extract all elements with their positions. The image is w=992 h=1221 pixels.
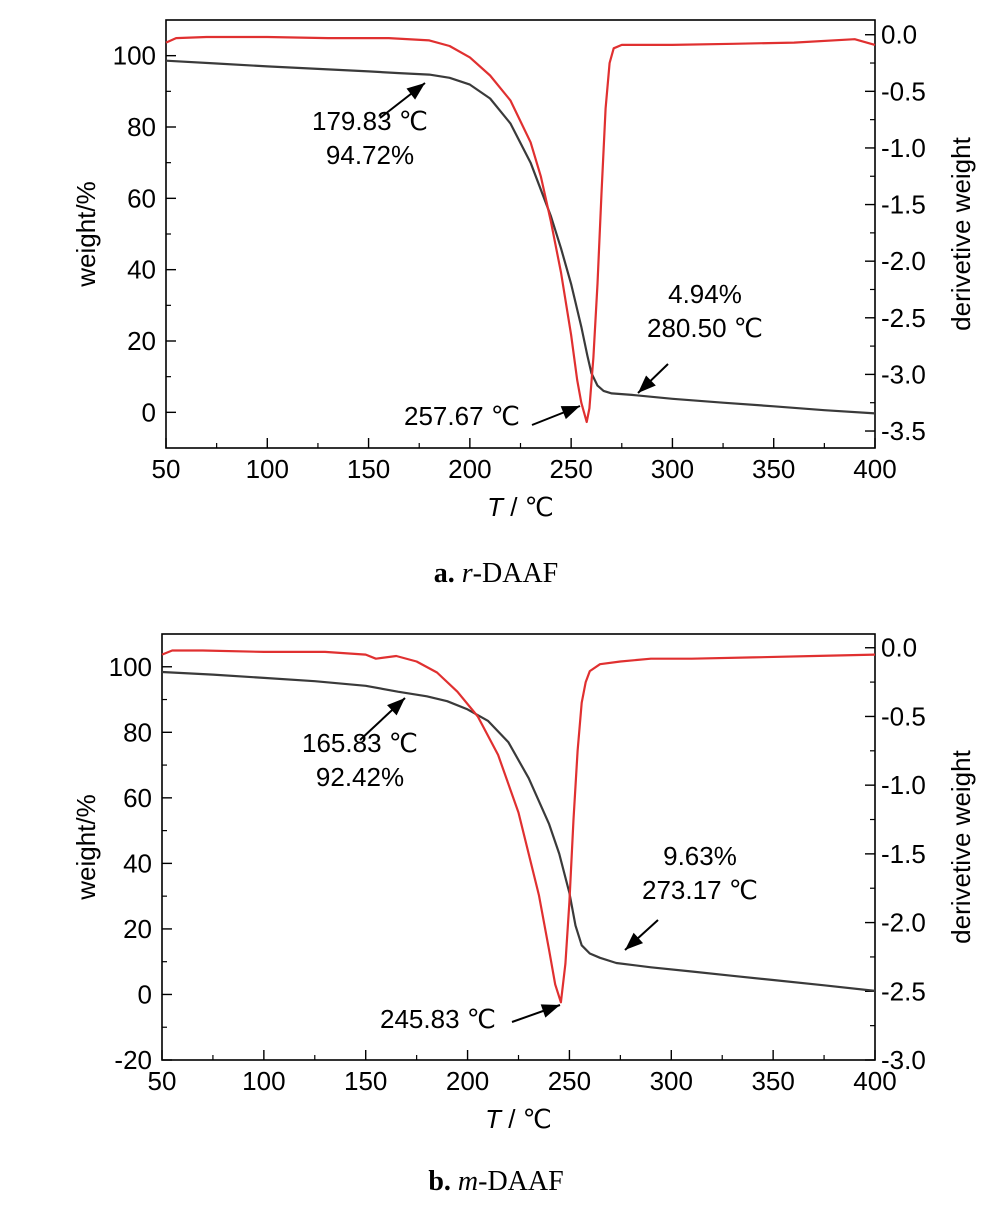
y2-axis-label: derivetive weight — [946, 749, 976, 943]
y2-tick-label: -2.5 — [881, 303, 926, 333]
x-tick-label: 50 — [152, 454, 181, 484]
x-axis-label: T / ℃ — [487, 492, 554, 522]
annotation-text: 9.63% — [663, 841, 737, 871]
x-tick-label: 300 — [651, 454, 694, 484]
y-tick-label: 0 — [142, 397, 156, 427]
y-tick-label: 40 — [123, 848, 152, 878]
annotation-text: 280.50 ℃ — [647, 313, 763, 343]
y2-tick-label: 0.0 — [881, 633, 917, 663]
x-tick-label: 300 — [650, 1066, 693, 1096]
y-tick-label: 80 — [127, 112, 156, 142]
annotation-text: 273.17 ℃ — [642, 875, 758, 905]
weight-line — [165, 59, 876, 415]
annotation-arrow-head — [387, 698, 405, 716]
y-axis-label: weight/% — [71, 794, 101, 901]
x-tick-label: 400 — [853, 1066, 896, 1096]
y-tick-label: 0 — [138, 979, 152, 1009]
y-tick-label: 20 — [127, 326, 156, 356]
annotation-arrow-head — [540, 1004, 560, 1018]
y-tick-label: 40 — [127, 255, 156, 285]
y-tick-label: 100 — [113, 41, 156, 71]
y2-tick-label: 0.0 — [881, 20, 917, 50]
annotation-text: 92.42% — [316, 762, 404, 792]
annotation: 245.83 ℃ — [380, 1004, 561, 1034]
panel-caption: a. r-DAAF — [434, 558, 558, 589]
y-axis-label: weight/% — [71, 181, 101, 288]
x-tick-label: 150 — [344, 1066, 387, 1096]
plot-frame — [165, 19, 876, 449]
y2-tick-label: -1.0 — [881, 133, 926, 163]
annotation-arrow-head — [625, 932, 644, 950]
x-tick-label: 400 — [853, 454, 896, 484]
y2-tick-label: -1.0 — [881, 770, 926, 800]
annotation-text: 94.72% — [326, 140, 414, 170]
derivative-weight-line — [165, 35, 876, 424]
annotation-text: 165.83 ℃ — [302, 728, 418, 758]
y2-tick-label: -3.0 — [881, 359, 926, 389]
x-tick-label: 250 — [549, 454, 592, 484]
y2-tick-label: -3.0 — [881, 1045, 926, 1075]
y-tick-label: -20 — [114, 1045, 152, 1075]
y-tick-label: 60 — [127, 183, 156, 213]
y2-axis-label: derivetive weight — [946, 136, 976, 330]
y-tick-label: 80 — [123, 717, 152, 747]
x-tick-label: 350 — [751, 1066, 794, 1096]
annotation-text: 257.67 ℃ — [404, 401, 520, 431]
derivative-weight-line — [161, 649, 876, 1004]
annotation: 257.67 ℃ — [404, 401, 581, 431]
y2-tick-label: -2.5 — [881, 976, 926, 1006]
annotation-arrow-head — [406, 83, 425, 100]
annotation-text: 179.83 ℃ — [312, 106, 428, 136]
y-tick-label: 60 — [123, 783, 152, 813]
x-tick-label: 200 — [448, 454, 491, 484]
y2-tick-label: -2.0 — [881, 908, 926, 938]
y-tick-label: 20 — [123, 914, 152, 944]
annotation: 9.63% 273.17 ℃ — [624, 841, 758, 951]
x-tick-label: 350 — [752, 454, 795, 484]
chart-panel-a: 50 100 150 200 250 300 350 400 0 20 40 60 80 100 0.0 -0… — [71, 19, 976, 589]
y2-tick-label: -1.5 — [881, 190, 926, 220]
annotation: 165.83 ℃ 92.42% — [302, 697, 418, 792]
x-tick-label: 250 — [548, 1066, 591, 1096]
x-axis-label: T / ℃ — [485, 1104, 552, 1134]
y2-tick-label: -0.5 — [881, 76, 926, 106]
annotation-text: 4.94% — [668, 279, 742, 309]
x-tick-label: 100 — [246, 454, 289, 484]
y-tick-label: 100 — [109, 652, 152, 682]
weight-line — [161, 670, 876, 992]
y2-tick-label: -0.5 — [881, 701, 926, 731]
annotation: 179.83 ℃ 94.72% — [312, 82, 428, 170]
y2-tick-label: -3.5 — [881, 416, 926, 446]
x-tick-label: 150 — [347, 454, 390, 484]
y2-tick-label: -1.5 — [881, 839, 926, 869]
panel-caption: b. m-DAAF — [428, 1166, 563, 1197]
annotation-arrow-head — [560, 406, 580, 420]
x-tick-label: 100 — [242, 1066, 285, 1096]
plot-frame — [161, 633, 876, 1061]
x-tick-label: 200 — [446, 1066, 489, 1096]
annotation: 4.94% 280.50 ℃ — [637, 279, 763, 394]
annotation-text: 245.83 ℃ — [380, 1004, 496, 1034]
y2-tick-label: -2.0 — [881, 246, 926, 276]
annotation-arrow-head — [638, 375, 656, 393]
x-tick-label: 50 — [148, 1066, 177, 1096]
chart-panel-b: 50 100 150 200 250 300 350 400 -20 0 20 40 60 80 100 0.… — [71, 633, 976, 1197]
